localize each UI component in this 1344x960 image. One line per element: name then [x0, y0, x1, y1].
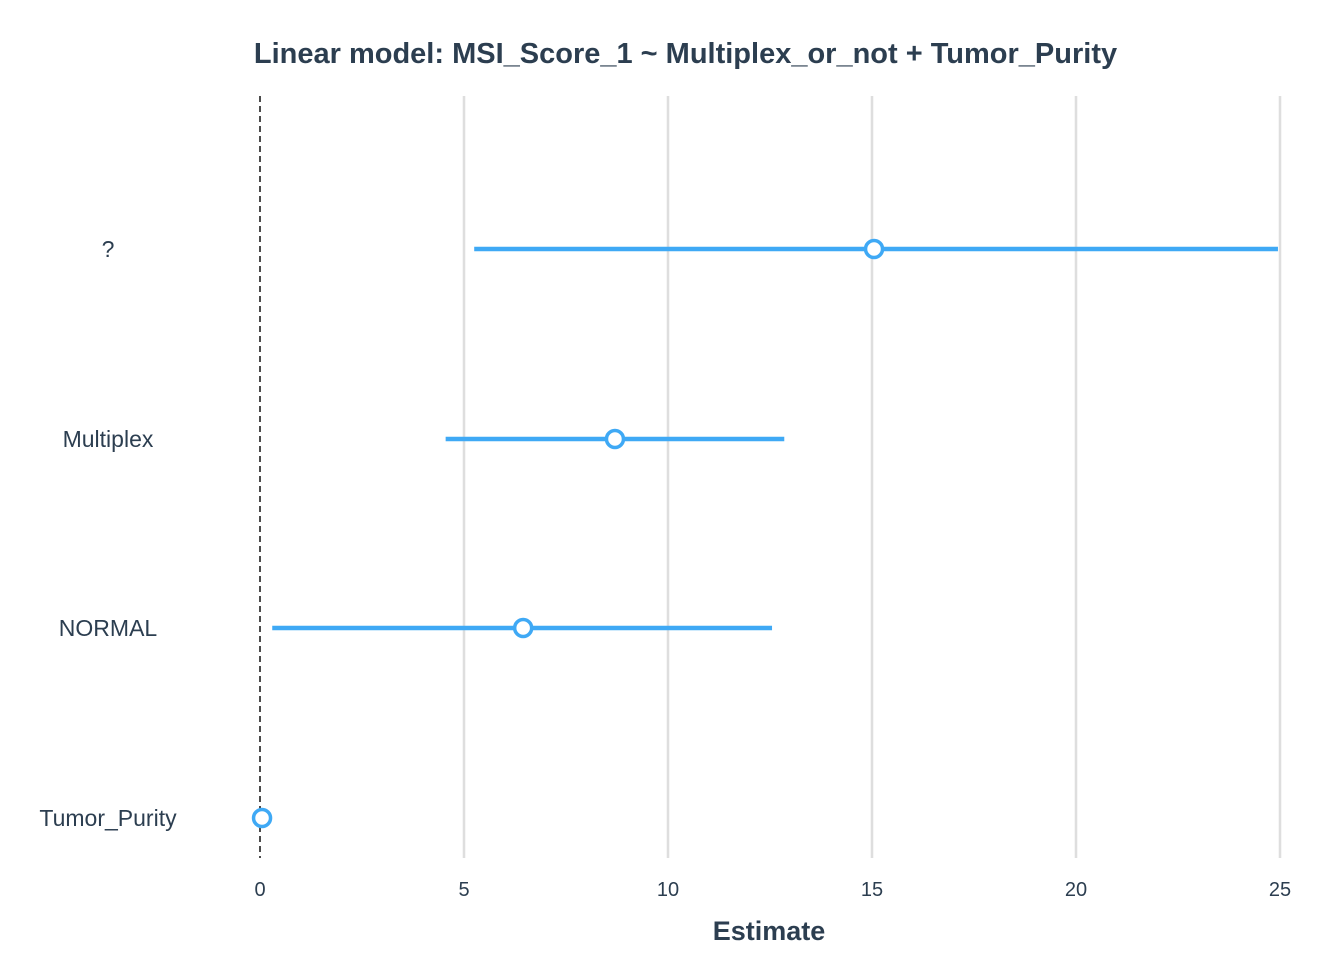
x-tick-label: 0 — [254, 879, 265, 901]
x-tick-label: 15 — [861, 879, 883, 901]
x-tick-label: 5 — [458, 879, 469, 901]
x-tick-label: 10 — [657, 879, 679, 901]
x-axis-label: Estimate — [713, 916, 826, 946]
grid-lines — [462, 96, 1282, 858]
point-layer — [251, 238, 885, 829]
chart-title: Linear model: MSI_Score_1 ~ Multiplex_or… — [253, 38, 1118, 70]
term-label: ? — [102, 236, 115, 262]
x-tick-labels: 0 5 10 15 20 25 — [254, 879, 1291, 901]
interval-layer — [272, 246, 1278, 631]
term-label: Tumor_Purity — [39, 805, 177, 831]
term-label: Multiplex — [63, 426, 154, 452]
x-tick-label: 25 — [1269, 879, 1291, 901]
y-tick-labels: ? Multiplex NORMAL Tumor_Purity — [39, 236, 177, 831]
estimate-point — [604, 428, 626, 450]
estimate-point — [863, 238, 885, 260]
term-label: NORMAL — [59, 615, 158, 641]
estimate-point — [251, 807, 273, 829]
estimate-point — [512, 617, 534, 639]
x-tick-label: 20 — [1065, 879, 1087, 901]
